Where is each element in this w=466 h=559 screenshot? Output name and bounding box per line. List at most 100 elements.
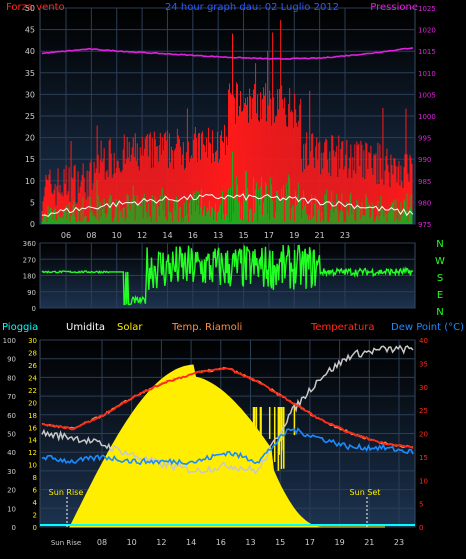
x-tick-label-sunrise: Sun Rise <box>51 539 81 547</box>
temp-tick-label: 0 <box>419 524 423 532</box>
solar-tick-label: 14 <box>28 437 37 445</box>
x-tick-label: 12 <box>156 538 166 547</box>
x-tick-label: 10 <box>127 538 137 547</box>
y-tick-label-right: 1010 <box>418 70 436 78</box>
legend-apparent-temp: Temp. Riamoli <box>171 322 242 333</box>
solar-tick-label: 0 <box>33 524 37 532</box>
y-tick-label: 35 <box>25 69 35 78</box>
legend-solar: Solar <box>117 322 143 333</box>
chart-title: 24 hour graph dau: 02 Luglio 2012 <box>165 2 339 13</box>
solar-tick-label: 4 <box>33 499 38 507</box>
x-tick-label: 17 <box>305 538 315 547</box>
x-tick-label: 16 <box>188 231 198 240</box>
y-tick-label: 80 <box>7 374 16 382</box>
y-tick-label-right: 1005 <box>418 91 436 99</box>
y-tick-label: 50 <box>7 431 16 439</box>
x-tick-label: 08 <box>86 231 96 240</box>
wind-direction-line <box>41 244 414 306</box>
y-tick-label: 5 <box>30 198 35 207</box>
y-tick-label-right: 1025 <box>418 5 436 13</box>
x-tick-label: 15 <box>275 538 285 547</box>
solar-tick-label: 8 <box>33 474 37 482</box>
solar-tick-label: 6 <box>33 487 38 495</box>
temp-tick-label: 40 <box>419 337 428 345</box>
x-tick-label: 08 <box>97 538 107 547</box>
y-tick-label-right: 975 <box>418 221 431 229</box>
solar-tick-label: 26 <box>28 362 37 370</box>
y-tick-label: 30 <box>7 468 16 476</box>
sun-rise-label: Sun Rise <box>49 488 84 497</box>
sun-set-label: Sun Set <box>350 488 381 497</box>
x-tick-label: 12 <box>137 231 147 240</box>
y-tick-label: 10 <box>25 177 35 186</box>
x-tick-label: 19 <box>289 231 299 240</box>
x-tick-label: 06 <box>61 231 71 240</box>
y-tick-label: 0 <box>30 220 35 229</box>
y-tick-label: 20 <box>25 134 35 143</box>
legend-temperature: Temperatura <box>310 322 375 333</box>
y-tick-label: 30 <box>25 90 35 99</box>
y-tick-label: 70 <box>7 393 16 401</box>
y-tick-label: 60 <box>7 412 16 420</box>
wind-average-line <box>41 193 414 218</box>
y-tick-label: 15 <box>25 155 35 164</box>
y-tick-label-right: 1000 <box>418 113 436 121</box>
x-tick-label: 23 <box>340 231 350 240</box>
y-tick-label-right: 985 <box>418 178 431 186</box>
temp-tick-label: 15 <box>419 454 428 462</box>
solar-area <box>69 364 385 528</box>
y-tick-label: 0 <box>12 524 16 532</box>
y-tick-label-right: 980 <box>418 199 431 207</box>
y-tick-label: 25 <box>25 112 35 121</box>
pressure-line <box>41 47 414 60</box>
x-tick-label: 14 <box>186 538 196 547</box>
temperature-line <box>41 367 414 449</box>
solar-tick-label: 18 <box>28 412 37 420</box>
y-tick-label-right: 995 <box>418 135 431 143</box>
temp-tick-label: 30 <box>419 384 428 392</box>
solar-tick-label: 16 <box>28 424 37 432</box>
solar-tick-label: 24 <box>28 374 37 382</box>
y-tick-label: 45 <box>25 26 35 35</box>
x-tick-label: 21 <box>364 538 374 547</box>
temp-tick-label: 10 <box>419 477 428 485</box>
solar-tick-label: 10 <box>28 462 37 470</box>
solar-tick-label: 28 <box>28 349 37 357</box>
legend-humidity: Umidita <box>66 322 105 333</box>
x-tick-label: 13 <box>213 231 223 240</box>
pressure-label: Pressione <box>370 2 418 13</box>
y-tick-label: 90 <box>27 289 36 297</box>
temp-tick-label: 25 <box>419 407 428 415</box>
x-tick-label: 15 <box>238 231 248 240</box>
legend-rain: Pioggia <box>2 322 38 333</box>
x-tick-label: 17 <box>264 231 274 240</box>
y-tick-label: 270 <box>23 256 36 264</box>
x-tick-label: 14 <box>162 231 172 240</box>
dew-point-line <box>41 427 414 466</box>
compass-label-w: W <box>435 256 445 267</box>
y-tick-label: 0 <box>32 305 36 313</box>
compass-label-n: N <box>436 307 443 318</box>
wind-label: Forza vento <box>6 2 65 13</box>
solar-tick-label: 12 <box>28 449 37 457</box>
y-tick-label: 10 <box>7 505 16 513</box>
y-tick-label-right: 1015 <box>418 48 436 56</box>
y-tick-label: 50 <box>25 4 35 13</box>
x-tick-label: 23 <box>394 538 404 547</box>
y-tick-label-right: 1020 <box>418 27 436 35</box>
solar-tick-label: 2 <box>33 512 37 520</box>
compass-label-s: S <box>437 273 443 284</box>
y-tick-label: 100 <box>3 337 16 345</box>
x-tick-label: 10 <box>112 231 122 240</box>
x-tick-label: 21 <box>315 231 325 240</box>
temp-tick-label: 5 <box>419 501 423 509</box>
y-tick-label: 90 <box>7 356 16 364</box>
x-tick-label: 13 <box>245 538 255 547</box>
y-tick-label: 360 <box>23 240 36 248</box>
temp-tick-label: 35 <box>419 360 428 368</box>
y-tick-label: 40 <box>7 449 16 457</box>
y-tick-label-right: 990 <box>418 156 431 164</box>
x-tick-label: 19 <box>335 538 345 547</box>
